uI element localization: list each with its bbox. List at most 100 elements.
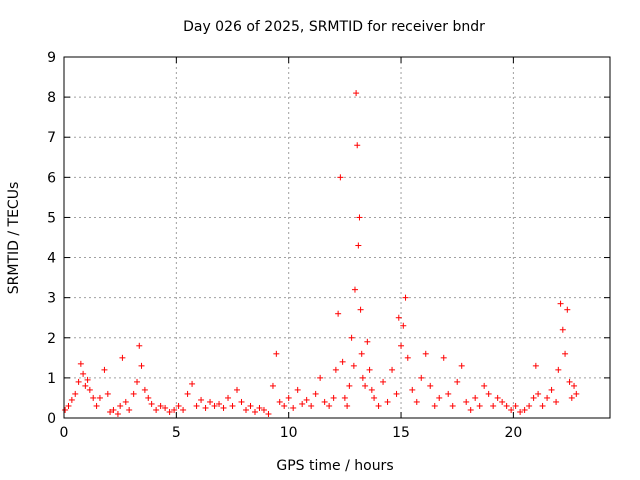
y-tick-label: 2 [47,331,56,347]
data-point-marker [512,402,519,409]
data-point-marker [368,386,375,393]
data-point-marker [357,306,364,313]
data-point-marker [104,390,111,397]
data-point-marker [247,402,254,409]
data-point-marker [162,404,169,411]
data-point-marker [134,378,141,385]
data-point-marker [281,402,288,409]
data-point-marker [436,394,443,401]
data-point-marker [346,382,353,389]
data-point-marker [90,394,97,401]
data-point-marker [341,394,348,401]
data-point-marker [332,366,339,373]
x-tick-label: 15 [392,425,410,441]
x-tick-label: 20 [504,425,522,441]
data-point-marker [180,406,187,413]
data-point-marker [526,402,533,409]
data-point-marker [317,374,324,381]
data-point-marker [171,406,178,413]
data-point-marker [153,406,160,413]
data-point-marker [117,402,124,409]
data-point-marker [229,402,236,409]
data-point-marker [337,174,344,181]
data-point-marker [393,390,400,397]
data-point-marker [312,390,319,397]
data-point-marker [122,398,129,405]
y-tick-label: 5 [47,210,56,226]
data-point-marker [485,390,492,397]
data-point-marker [344,402,351,409]
data-point-marker [398,342,405,349]
y-tick-label: 3 [47,291,56,307]
data-point-marker [269,382,276,389]
data-point-marker [68,396,75,403]
x-axis-label: GPS time / hours [276,458,393,474]
data-point-marker [65,402,72,409]
x-tick-label: 10 [280,425,298,441]
data-point-marker [359,374,366,381]
data-point-marker [521,406,528,413]
data-point-marker [96,394,103,401]
data-point-marker [427,382,434,389]
grid-lines [64,57,610,418]
data-point-marker [375,402,382,409]
data-point-marker [463,398,470,405]
data-point-marker [260,406,267,413]
data-point-marker [358,350,365,357]
data-point-marker [384,398,391,405]
data-point-marker [490,402,497,409]
data-point-marker [326,402,333,409]
data-point-marker [141,386,148,393]
data-point-marker [472,394,479,401]
data-point-marker [211,402,218,409]
data-point-marker [389,366,396,373]
data-point-marker [422,350,429,357]
data-point-marker [265,410,272,417]
data-point-marker [157,402,164,409]
data-point-marker [548,386,555,393]
data-point-marker [126,406,133,413]
data-point-marker [198,396,205,403]
data-point-marker [184,390,191,397]
data-point-marker [508,406,515,413]
data-point-marker [303,396,310,403]
data-point-marker [449,402,456,409]
data-point-marker [80,370,87,377]
data-point-marker [86,386,93,393]
data-point-marker [72,390,79,397]
data-point-marker [362,382,369,389]
y-tick-labels: 0 1 2 3 4 5 6 7 8 9 [47,50,56,427]
data-point-marker [571,382,578,389]
data-point-marker [568,394,575,401]
x-tick-label: 5 [172,425,181,441]
data-point-marker [308,402,315,409]
data-point-marker [458,362,465,369]
data-point-marker [354,142,361,149]
data-point-marker [220,404,227,411]
data-point-marker [276,398,283,405]
y-tick-label: 8 [47,90,56,106]
data-point-marker [431,402,438,409]
data-point-marker [555,366,562,373]
data-point-marker [557,300,564,307]
data-point-marker [138,362,145,369]
data-point-marker [503,402,510,409]
data-point-marker [530,394,537,401]
data-point-marker [476,402,483,409]
data-point-marker [355,242,362,249]
data-point-marker [559,326,566,333]
data-point-marker [93,402,100,409]
data-point-marker [494,394,501,401]
data-point-marker [82,382,89,389]
data-point-marker [566,378,573,385]
data-point-marker [145,394,152,401]
data-point-marker [294,386,301,393]
data-point-marker [539,402,546,409]
data-point-marker [77,360,84,367]
data-point-marker [339,358,346,365]
data-point-marker [467,406,474,413]
data-point-marker [402,294,409,301]
data-point-marker [84,376,91,383]
